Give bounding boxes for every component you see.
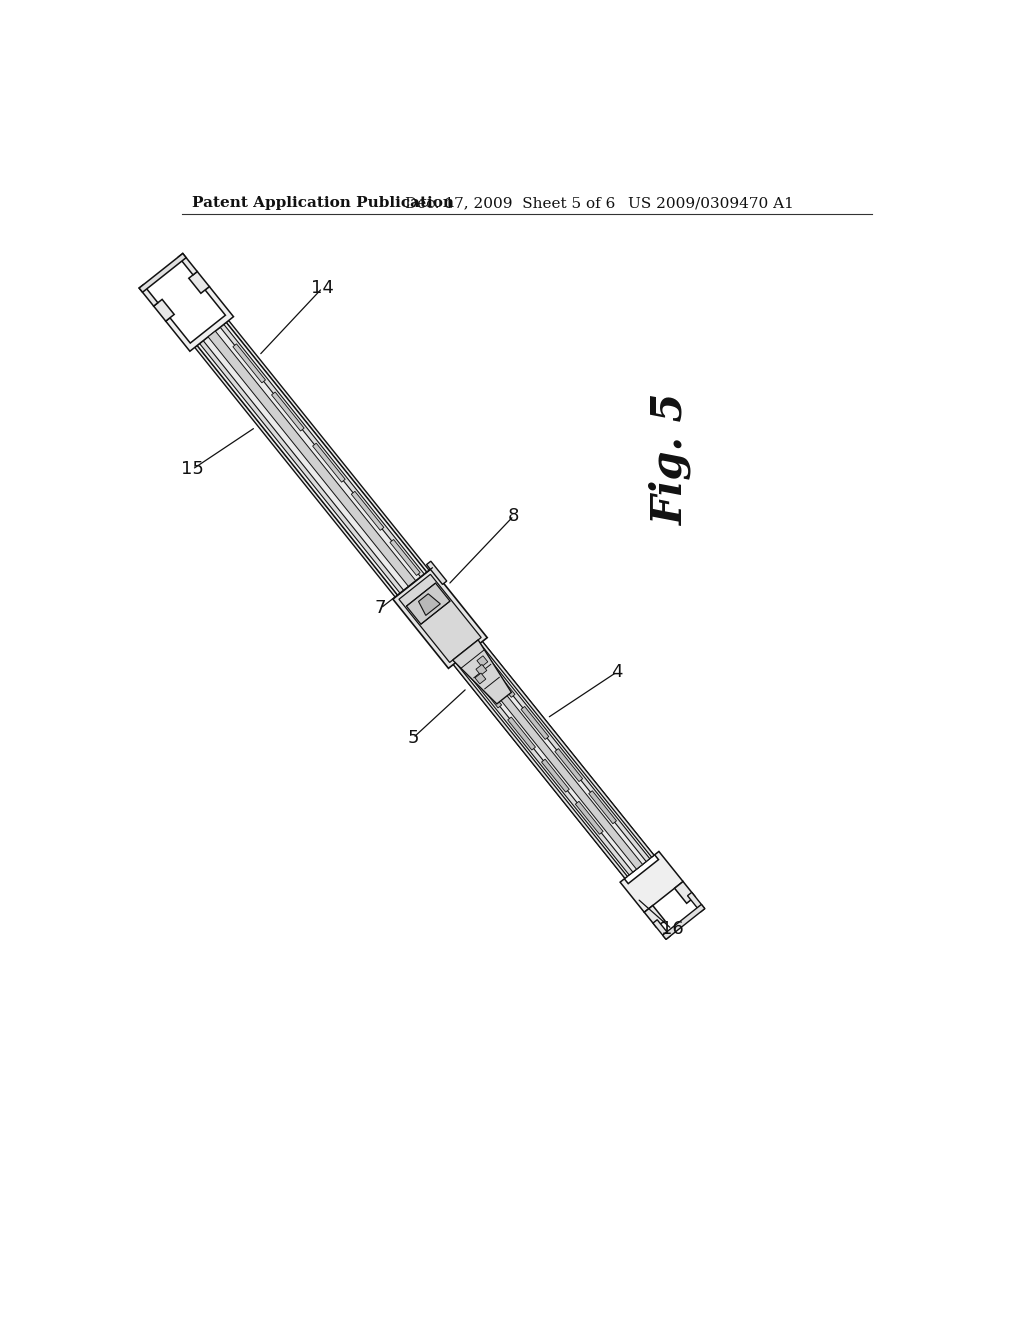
Polygon shape (521, 706, 549, 739)
Polygon shape (139, 253, 186, 292)
Polygon shape (508, 717, 536, 750)
Text: Dec. 17, 2009  Sheet 5 of 6: Dec. 17, 2009 Sheet 5 of 6 (406, 197, 615, 210)
Polygon shape (226, 321, 432, 576)
Polygon shape (390, 540, 420, 576)
Polygon shape (200, 325, 427, 597)
Polygon shape (589, 791, 616, 824)
Polygon shape (419, 594, 440, 615)
Text: 4: 4 (611, 663, 623, 681)
Polygon shape (476, 664, 486, 676)
Polygon shape (663, 904, 705, 940)
Polygon shape (621, 851, 683, 912)
Text: 14: 14 (311, 279, 334, 297)
Polygon shape (653, 920, 671, 940)
Text: 15: 15 (181, 461, 204, 478)
Polygon shape (457, 642, 646, 873)
Polygon shape (474, 675, 502, 708)
Polygon shape (351, 491, 384, 531)
Polygon shape (453, 640, 511, 704)
Polygon shape (675, 882, 695, 903)
Polygon shape (575, 801, 603, 834)
Polygon shape (166, 286, 233, 351)
Polygon shape (487, 664, 515, 697)
Text: 16: 16 (660, 920, 683, 939)
Polygon shape (449, 635, 654, 878)
Text: US 2009/0309470 A1: US 2009/0309470 A1 (628, 197, 794, 210)
Polygon shape (198, 322, 429, 598)
Polygon shape (542, 759, 569, 792)
Text: 7: 7 (375, 599, 386, 618)
Polygon shape (460, 644, 642, 869)
Polygon shape (208, 331, 419, 590)
Polygon shape (475, 635, 654, 857)
Polygon shape (477, 656, 487, 667)
Text: 8: 8 (508, 507, 519, 525)
Polygon shape (393, 569, 487, 668)
Polygon shape (203, 327, 423, 594)
Polygon shape (178, 253, 198, 275)
Polygon shape (312, 444, 345, 482)
Polygon shape (195, 346, 400, 601)
Polygon shape (154, 300, 174, 321)
Text: Fig. 5: Fig. 5 (649, 392, 692, 525)
Polygon shape (188, 272, 209, 293)
Text: 5: 5 (408, 729, 419, 747)
Polygon shape (449, 656, 628, 878)
Polygon shape (139, 285, 158, 306)
Polygon shape (644, 906, 665, 928)
Polygon shape (555, 748, 583, 781)
Polygon shape (453, 639, 650, 875)
Polygon shape (427, 561, 446, 585)
Text: Patent Application Publication: Patent Application Publication (191, 197, 454, 210)
Polygon shape (407, 583, 450, 624)
Polygon shape (475, 673, 485, 684)
Polygon shape (687, 892, 705, 912)
Polygon shape (271, 392, 304, 432)
Polygon shape (399, 574, 481, 663)
Polygon shape (232, 343, 265, 383)
